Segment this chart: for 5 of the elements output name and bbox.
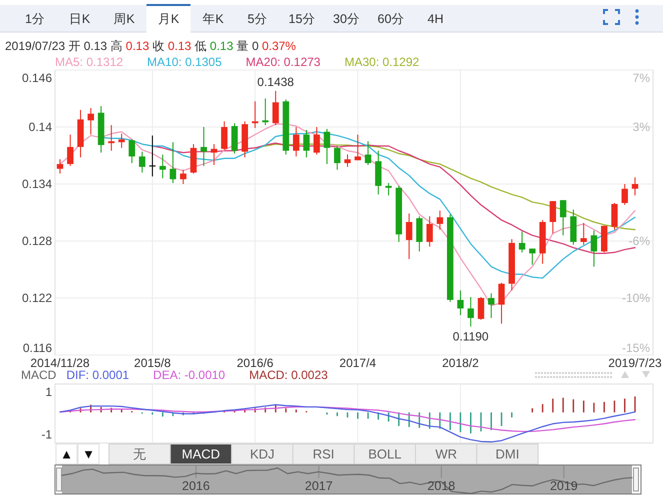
- legend: MA5: 0.1312 MA10: 0.1305 MA20: 0.1273 MA30: 0.1292: [55, 55, 420, 69]
- note: 0.1438: [257, 74, 294, 89]
- note: 0.1190: [452, 330, 489, 344]
- subtitle: 2019/07/23 开 0.13 高 0.13 收 0.13 低 0.13 量 0 0.37%: [5, 39, 296, 53]
- chart-title: MACD: [21, 368, 57, 382]
